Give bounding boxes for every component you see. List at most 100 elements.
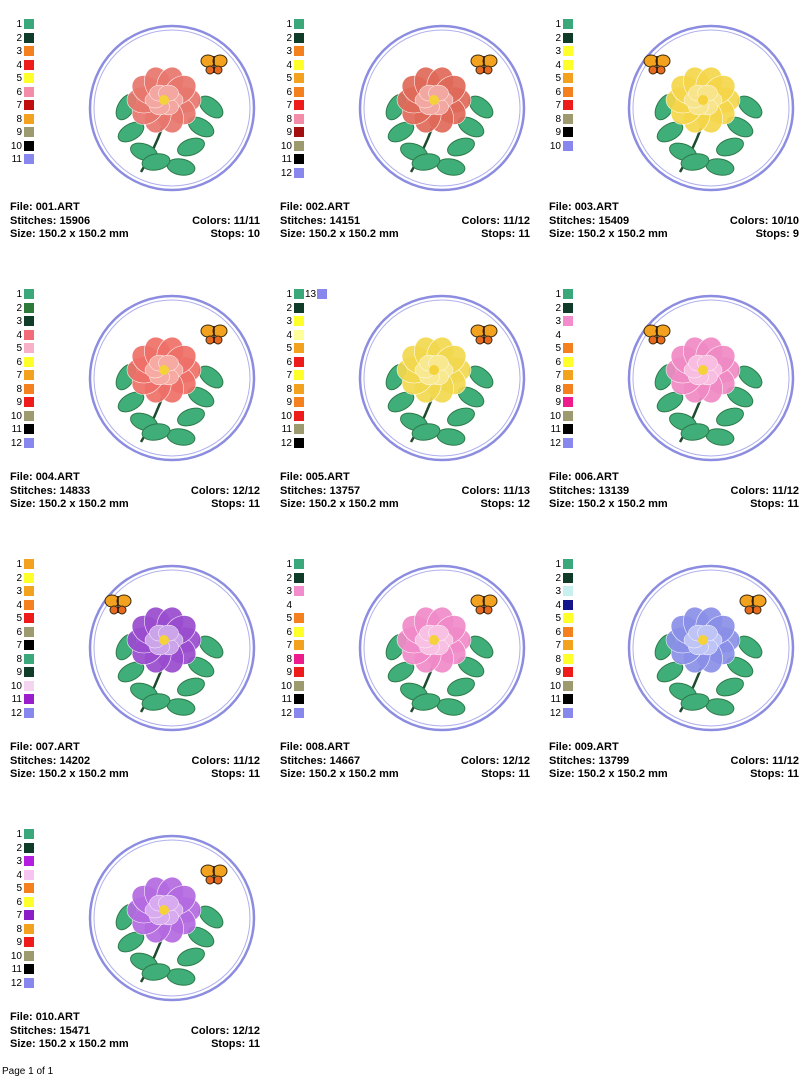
stitches-label: Stitches: [280, 754, 327, 767]
color-swatch [294, 370, 304, 380]
color-swatch [24, 424, 34, 434]
leaf [656, 121, 684, 143]
swatch-number: 7 [16, 100, 22, 111]
color-swatch-row: 4 [549, 599, 619, 613]
file-name: 001.ART [35, 201, 80, 213]
swatch-number: 5 [286, 73, 292, 84]
stitch-count: 13139 [598, 484, 630, 497]
color-swatch-row: 1 [10, 558, 80, 572]
color-swatch [563, 32, 573, 43]
stitches-label: Stitches: [10, 214, 57, 227]
info-right: Stops: 11 [211, 768, 260, 782]
swatch-number: 6 [286, 356, 292, 368]
color-swatch-row: 4 [10, 869, 80, 883]
color-swatch-row: 11 [10, 153, 80, 167]
leaf [680, 153, 710, 171]
embroidery-preview [358, 294, 526, 462]
swatch-number: 8 [555, 383, 561, 395]
embroidery-preview [358, 24, 526, 192]
colors-label: Colors: [461, 484, 501, 497]
info-left: File: 009.ART [549, 741, 619, 755]
color-swatch-row: 2 [10, 572, 80, 586]
color-swatch-row: 11 [280, 153, 350, 167]
file-label: File: [10, 741, 33, 753]
info-row: File: 010.ART [10, 1011, 260, 1025]
design-info: File: 010.ART Stitches: 15471 Colors: 12/1… [10, 1011, 260, 1052]
swatch-number: 4 [16, 329, 22, 341]
stitches-label: Stitches: [549, 484, 596, 497]
color-swatch [563, 46, 573, 56]
swatch-number: 1 [286, 289, 292, 300]
swatch-number: 3 [16, 586, 22, 597]
butterfly-icon [470, 324, 498, 345]
butterfly-icon [470, 594, 498, 615]
color-swatch [563, 559, 573, 569]
file-name: 003.ART [574, 201, 619, 213]
leaf [680, 693, 710, 711]
color-swatch-row: 10 [280, 410, 350, 424]
swatch-number: 2 [16, 302, 22, 314]
swatch-number: 12 [280, 167, 292, 179]
color-swatch-row: 11 [280, 423, 350, 437]
color-swatch [563, 626, 573, 637]
info-left: Size: 150.2 x 150.2 mm [549, 768, 668, 782]
stitch-count: 15471 [59, 1024, 91, 1037]
color-swatch [294, 59, 304, 70]
color-swatch [563, 599, 573, 610]
color-swatch-row: 6 [280, 626, 350, 640]
stitches-label: Stitches: [280, 484, 327, 497]
color-swatch-list: 1 2 3 4 5 6 7 8 9 10 11 [10, 18, 80, 167]
stitch-count: 13799 [598, 754, 630, 767]
swatch-number: 11 [11, 694, 22, 705]
swatch-number: 1 [16, 19, 22, 30]
design-card: 1 2 3 4 5 6 7 8 9 10 11 12 File: 007.ART Stitches: 14… [10, 558, 272, 803]
swatch-number: 4 [286, 329, 292, 341]
color-swatch-row: 7 [280, 99, 350, 113]
colors-label: Colors: [192, 214, 231, 227]
stitch-count: 15409 [598, 214, 630, 227]
color-swatch-row: 3 [280, 585, 350, 599]
color-swatch-row: 3 [10, 45, 80, 59]
swatch-number: 12 [10, 977, 22, 989]
swatch-number: 1 [286, 19, 292, 30]
swatch-number: 6 [286, 86, 292, 98]
color-swatch [294, 356, 304, 367]
swatch-number: 3 [286, 316, 292, 327]
color-swatch-row: 10 [10, 680, 80, 694]
info-right: Colors: 11/12 [462, 215, 530, 229]
color-swatch [24, 896, 34, 907]
color-swatch [294, 127, 304, 137]
color-swatch [563, 586, 573, 596]
color-swatch [563, 397, 573, 407]
swatch-number: 10 [280, 680, 292, 692]
color-swatch-row: 5 [10, 882, 80, 896]
design-info: File: 009.ART Stitches: 13799 Colors: 11/1… [549, 741, 799, 782]
design-card: 1 13 2 3 4 5 6 7 8 9 10 11 12 File: 005.ART Stitches: … [280, 288, 542, 533]
swatch-number: 9 [16, 937, 22, 948]
color-swatch-row: 10 [549, 680, 619, 694]
swatch-number: 12 [10, 707, 22, 719]
swatch-number: 2 [286, 302, 292, 314]
swatch-number: 2 [555, 302, 561, 314]
butterfly-icon [739, 594, 767, 615]
stops-label: Stops: [750, 498, 785, 510]
leaf [141, 963, 171, 981]
design-card: 1 2 3 4 5 6 7 8 9 10 11 12 File: 009.ART Stitches: 13… [549, 558, 807, 803]
colors-value: 10/10 [771, 214, 799, 227]
colors-value: 12/12 [232, 1024, 260, 1037]
leaf [411, 153, 441, 171]
color-swatch [294, 437, 304, 448]
file-name: 006.ART [574, 471, 619, 483]
color-swatch-row: 2 [549, 572, 619, 586]
info-row: Size: 150.2 x 150.2 mm Stops: 12 [280, 498, 530, 512]
swatch-number: 9 [555, 667, 561, 678]
color-swatch-row: 12 [280, 707, 350, 721]
info-right: Colors: 11/12 [731, 755, 799, 769]
leaf [117, 931, 145, 953]
color-swatch [563, 289, 573, 299]
info-right: Stops: 11 [481, 768, 530, 782]
swatch-number: 6 [555, 356, 561, 368]
info-row: Stitches: 13799 Colors: 11/12 [549, 755, 799, 769]
stops-value: 11 [787, 768, 799, 780]
embroidery-preview [88, 834, 256, 1002]
